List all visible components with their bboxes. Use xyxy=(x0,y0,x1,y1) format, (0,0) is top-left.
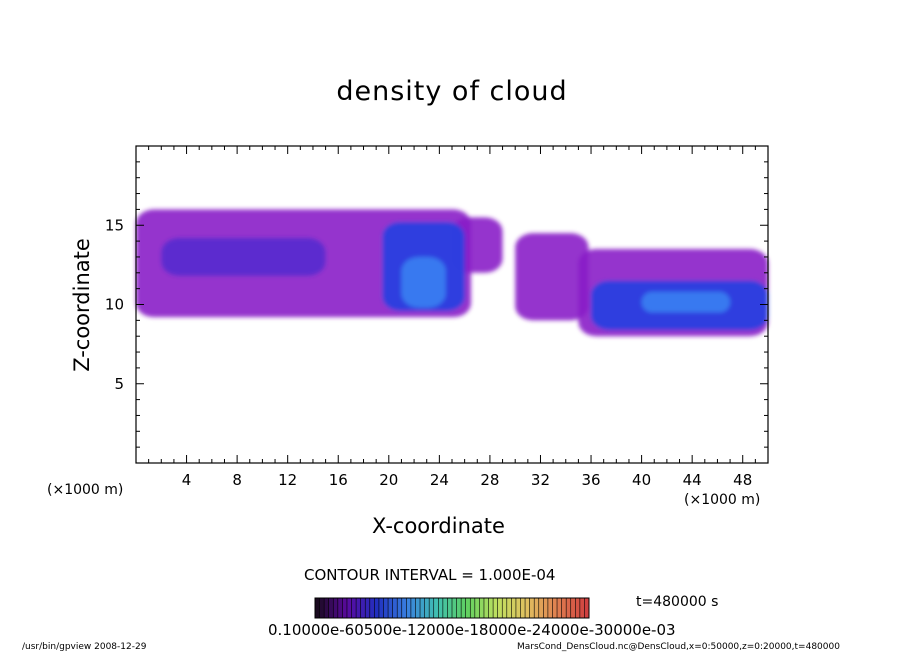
colorbar-segment xyxy=(483,598,489,618)
x-tick-label: 24 xyxy=(430,471,449,489)
colorbar-segment xyxy=(383,598,389,618)
colorbar-segment xyxy=(442,598,448,618)
time-label: t=480000 s xyxy=(636,594,719,610)
colorbar-frame xyxy=(314,597,590,619)
colorbar-segment xyxy=(547,598,553,618)
colorbar-segment xyxy=(474,598,480,618)
x-tick-label: 28 xyxy=(480,471,499,489)
colorbar-segment xyxy=(392,598,398,618)
colorbar-segment xyxy=(351,598,357,618)
colorbar-segment xyxy=(415,598,421,618)
colorbar-segment xyxy=(388,598,393,618)
x-tick-label: 48 xyxy=(733,471,752,489)
y-axis-label: Z-coordinate xyxy=(70,238,94,372)
x-tick-label: 4 xyxy=(182,471,192,489)
colorbar-segment xyxy=(356,598,361,618)
x-tick-label: 20 xyxy=(379,471,398,489)
colorbar-segment xyxy=(342,598,348,618)
colorbar-segment xyxy=(324,598,329,618)
colorbar-segment xyxy=(579,598,585,618)
cloud-region-4 xyxy=(401,256,446,308)
colorbar-segment xyxy=(397,598,403,618)
contour-interval: CONTOUR INTERVAL = 1.000E-04 xyxy=(304,566,556,584)
colorbar-segment xyxy=(319,598,325,618)
colorbar-segment xyxy=(552,598,558,618)
chart-title: density of cloud xyxy=(336,76,568,107)
colorbar-segment xyxy=(447,598,453,618)
colorbar-segment xyxy=(369,598,375,618)
x-tick-label: 8 xyxy=(232,471,242,489)
colorbar-segment xyxy=(570,598,576,618)
x-tick-label: 36 xyxy=(581,471,600,489)
colorbar-segment xyxy=(575,598,581,618)
y-tick-label: 5 xyxy=(114,375,124,393)
x-tick-label: 16 xyxy=(329,471,348,489)
colorbar-segment xyxy=(438,598,444,618)
colorbar-segment xyxy=(584,598,590,618)
colorbar-segment xyxy=(456,598,462,618)
colorbar-segment xyxy=(520,598,526,618)
colorbar-segment xyxy=(506,598,512,618)
y-tick-label: 10 xyxy=(105,296,124,314)
colorbar-segment xyxy=(410,598,416,618)
colorbar-segment xyxy=(401,598,407,618)
x-tick-label: 12 xyxy=(278,471,297,489)
colorbar-segment xyxy=(452,598,457,618)
footer-right: MarsCond_DensCloud.nc@DensCloud,x=0:5000… xyxy=(517,642,840,652)
colorbar-segment xyxy=(315,598,320,618)
colorbar-segment xyxy=(420,598,425,618)
colorbar-segment xyxy=(525,598,530,618)
colorbar-segment xyxy=(378,598,384,618)
colorbar-segment xyxy=(429,598,435,618)
colorbar-segment xyxy=(561,598,567,618)
colorbar-segment xyxy=(424,598,430,618)
x-tick-label: 40 xyxy=(632,471,651,489)
x-unit-left: (×1000 m) xyxy=(47,482,124,498)
colorbar-segment xyxy=(406,598,412,618)
colorbar-segment xyxy=(365,598,371,618)
colorbar-segment xyxy=(511,598,517,618)
colorbar-segment xyxy=(337,598,343,618)
footer-left: /usr/bin/gpview 2008-12-29 xyxy=(22,642,147,652)
colorbar-segment xyxy=(497,598,503,618)
cloud-region-8 xyxy=(641,291,731,313)
colorbar-segment xyxy=(543,598,549,618)
colorbar-segment xyxy=(333,598,339,618)
colorbar-segment xyxy=(465,598,471,618)
x-tick-label: 44 xyxy=(683,471,702,489)
y-tick-label: 15 xyxy=(105,216,124,234)
colorbar-segment xyxy=(346,598,352,618)
colorbar-segment xyxy=(470,598,476,618)
colorbar-segment xyxy=(433,598,439,618)
colorbar-segment xyxy=(360,598,366,618)
colorbar-segment xyxy=(515,598,521,618)
colorbar-segment xyxy=(328,598,334,618)
x-tick-label: 32 xyxy=(531,471,550,489)
colorbar-segment xyxy=(374,598,380,618)
colorbar-segment xyxy=(502,598,508,618)
colorbar-tick-labels: 0.10000e-60500e-12000e-18000e-24000e-300… xyxy=(268,621,676,639)
x-unit-right: (×1000 m) xyxy=(684,492,761,508)
colorbar-segment xyxy=(566,598,572,618)
colorbar-segment xyxy=(493,598,498,618)
colorbar-segment xyxy=(538,598,544,618)
colorbar-segment xyxy=(479,598,485,618)
cloud-region-5 xyxy=(515,233,589,321)
x-axis-label: X-coordinate xyxy=(372,514,505,538)
cloud-region-1 xyxy=(161,237,326,276)
colorbar-segment xyxy=(534,598,540,618)
colorbar-segment xyxy=(529,598,535,618)
colorbar-segment xyxy=(488,598,494,618)
colorbar-segment xyxy=(461,598,466,618)
colorbar-segment xyxy=(557,598,562,618)
